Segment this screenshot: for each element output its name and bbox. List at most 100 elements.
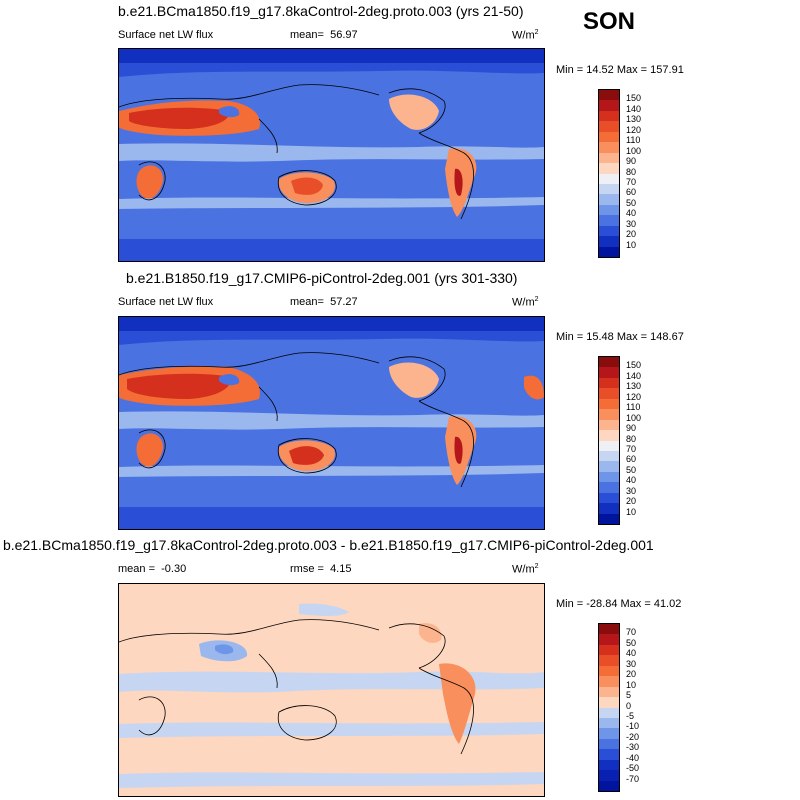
colorbar-tick-label: 150	[626, 93, 642, 104]
colorbar-segment	[599, 634, 619, 645]
colorbar-segment	[599, 152, 619, 164]
colorbar-segment	[599, 780, 619, 791]
colorbar-segment	[599, 398, 619, 410]
colorbar-tick-label: 30	[626, 485, 637, 496]
colorbar-segment	[599, 749, 619, 760]
panel-2-units: W/m2	[512, 296, 539, 309]
panel-1-mean: mean= 56.97	[290, 29, 358, 41]
colorbar-segment	[599, 430, 619, 441]
colorbar-segment	[599, 503, 619, 514]
panel-2-units-sup: 2	[534, 296, 539, 303]
colorbar-segment	[599, 697, 619, 708]
colorbar-tick-label: 0	[626, 700, 632, 711]
panel-3-rmse: rmse = 4.15	[290, 563, 351, 575]
colorbar-tick-label: -20	[626, 731, 640, 742]
colorbar-tick-label: -70	[626, 773, 640, 784]
panel-2-units-text: W/m	[512, 296, 535, 309]
colorbar-tick-label: 150	[626, 360, 642, 371]
colorbar-tick-label: 140	[626, 370, 642, 381]
colorbar-tick-label: 5	[626, 690, 632, 701]
colorbar-segment	[599, 440, 619, 451]
panel-1-title: b.e21.BCma1850.f19_g17.8kaControl-2deg.p…	[118, 3, 524, 19]
colorbar-tick-label: 70	[626, 627, 637, 638]
panel-2-map	[118, 316, 545, 530]
colorbar-segment	[599, 90, 619, 101]
colorbar-segment	[599, 409, 619, 420]
panel-3-minmax: Min = -28.84 Max = 41.02	[556, 598, 682, 610]
colorbar-segment	[599, 419, 619, 431]
panel-2-mean-value: 57.27	[330, 296, 358, 308]
colorbar-tick-label: 10	[626, 239, 637, 250]
colorbar-segment	[599, 624, 619, 635]
colorbar-tick-label: 80	[626, 166, 637, 177]
panel-3-mean: mean = -0.30	[118, 563, 186, 575]
colorbar-tick-label: 60	[626, 187, 637, 198]
colorbar-segment	[599, 183, 619, 195]
panel-3-rmse-label: rmse =	[290, 563, 324, 575]
panel-1-mean-label: mean=	[290, 29, 324, 41]
panel-3-map-svg	[119, 584, 544, 796]
colorbar-segment	[599, 665, 619, 677]
panel-2-mean-label: mean=	[290, 296, 324, 308]
panel-3-title: b.e21.BCma1850.f19_g17.8kaControl-2deg.p…	[3, 537, 654, 553]
panel-3-colorbar	[598, 623, 620, 792]
colorbar-segment	[599, 513, 619, 524]
panel-1-units-sup: 2	[534, 29, 539, 36]
colorbar-tick-label: 110	[626, 402, 641, 413]
panel-3-rmse-value: 4.15	[330, 563, 352, 575]
colorbar-tick-label: 80	[626, 433, 637, 444]
colorbar-tick-label: 30	[626, 218, 637, 229]
panel-2-minmax: Min = 15.48 Max = 148.67	[556, 331, 684, 343]
colorbar-segment	[599, 676, 619, 687]
colorbar-tick-label: 120	[626, 391, 642, 402]
colorbar-segment	[599, 367, 619, 378]
colorbar-segment	[599, 655, 619, 666]
colorbar-segment	[599, 121, 619, 132]
colorbar-tick-label: 40	[626, 475, 637, 486]
colorbar-segment	[599, 738, 619, 750]
panel-2-variable-label: Surface net LW flux	[118, 296, 214, 308]
colorbar-segment	[599, 215, 619, 226]
colorbar-segment	[599, 471, 619, 483]
season-label: SON	[583, 8, 636, 35]
panel-3-mean-label: mean =	[118, 563, 155, 575]
colorbar-tick-label: 120	[626, 124, 642, 135]
colorbar-tick-label: 20	[626, 229, 637, 240]
panel-1-units-text: W/m	[512, 29, 535, 42]
colorbar-segment	[599, 461, 619, 472]
colorbar-tick-label: -10	[626, 721, 640, 732]
panel-1-mean-value: 56.97	[330, 29, 358, 41]
colorbar-segment	[599, 728, 619, 739]
colorbar-segment	[599, 388, 619, 399]
colorbar-tick-label: 40	[626, 208, 637, 219]
colorbar-tick-label: 30	[626, 658, 637, 669]
colorbar-segment	[599, 482, 619, 493]
colorbar-tick-label: 50	[626, 197, 637, 208]
colorbar-segment	[599, 686, 619, 698]
colorbar-tick-label: 20	[626, 496, 637, 507]
colorbar-tick-label: -5	[626, 710, 635, 721]
panel-1-variable-label: Surface net LW flux	[118, 29, 214, 41]
colorbar-tick-label: -30	[626, 742, 640, 753]
colorbar-tick-label: 70	[626, 443, 637, 454]
colorbar-tick-label: 130	[626, 381, 642, 392]
colorbar-tick-label: 130	[626, 114, 642, 125]
panel-1-minmax: Min = 14.52 Max = 157.91	[556, 64, 684, 76]
colorbar-segment	[599, 357, 619, 368]
colorbar-segment	[599, 770, 619, 781]
colorbar-segment	[599, 173, 619, 184]
colorbar-segment	[599, 707, 619, 718]
panel-3-units-sup: 2	[534, 563, 539, 570]
colorbar-segment	[599, 236, 619, 247]
panel-2-title: b.e21.B1850.f19_g17.CMIP6-piControl-2deg…	[126, 270, 518, 286]
colorbar-tick-label: -40	[626, 752, 640, 763]
colorbar-segment	[599, 246, 619, 257]
colorbar-tick-label: 60	[626, 454, 637, 465]
colorbar-segment	[599, 131, 619, 143]
colorbar-segment	[599, 100, 619, 111]
colorbar-tick-label: 90	[626, 423, 637, 434]
colorbar-segment	[599, 142, 619, 153]
colorbar-tick-label: 110	[626, 135, 641, 146]
panel-3-units-text: W/m	[512, 563, 535, 576]
panel-1-map	[118, 48, 545, 262]
